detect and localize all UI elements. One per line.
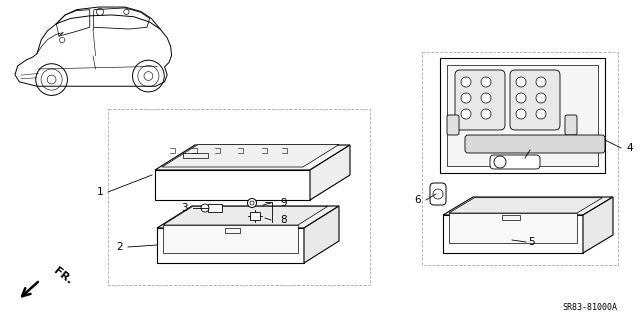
Circle shape	[481, 93, 491, 103]
Circle shape	[516, 77, 526, 87]
Polygon shape	[449, 198, 602, 213]
Text: 9: 9	[280, 198, 287, 208]
Polygon shape	[162, 145, 339, 167]
Polygon shape	[163, 206, 328, 225]
Circle shape	[481, 77, 491, 87]
Circle shape	[494, 156, 506, 168]
FancyBboxPatch shape	[510, 70, 560, 130]
Circle shape	[201, 204, 209, 212]
Circle shape	[481, 109, 491, 119]
Text: 5: 5	[528, 237, 534, 247]
Circle shape	[97, 8, 104, 15]
Circle shape	[461, 109, 471, 119]
Text: 6: 6	[414, 195, 421, 205]
Polygon shape	[310, 145, 350, 200]
Polygon shape	[443, 215, 583, 253]
Circle shape	[461, 93, 471, 103]
Polygon shape	[163, 225, 298, 253]
Circle shape	[124, 9, 129, 14]
Text: 4: 4	[626, 143, 632, 153]
FancyBboxPatch shape	[447, 115, 459, 135]
Text: 7: 7	[530, 142, 536, 152]
Polygon shape	[155, 145, 350, 170]
Circle shape	[536, 93, 546, 103]
FancyBboxPatch shape	[447, 65, 598, 166]
Polygon shape	[157, 228, 304, 263]
Polygon shape	[155, 170, 310, 200]
FancyBboxPatch shape	[430, 183, 446, 205]
Polygon shape	[583, 197, 613, 253]
Text: SR83-81000A: SR83-81000A	[562, 303, 617, 312]
Text: 1: 1	[97, 187, 103, 197]
Polygon shape	[208, 204, 222, 212]
Text: 8: 8	[280, 215, 287, 225]
Circle shape	[248, 198, 257, 207]
Circle shape	[516, 109, 526, 119]
FancyBboxPatch shape	[250, 212, 260, 220]
Polygon shape	[443, 197, 613, 215]
FancyBboxPatch shape	[465, 135, 605, 153]
Circle shape	[536, 77, 546, 87]
Polygon shape	[304, 206, 339, 263]
Text: 2: 2	[116, 242, 123, 252]
Circle shape	[536, 109, 546, 119]
Circle shape	[516, 93, 526, 103]
Text: FR.: FR.	[52, 266, 74, 286]
Text: 3: 3	[181, 203, 188, 213]
Polygon shape	[157, 206, 339, 228]
Circle shape	[461, 77, 471, 87]
Polygon shape	[449, 213, 577, 243]
FancyBboxPatch shape	[440, 58, 605, 173]
FancyBboxPatch shape	[565, 115, 577, 135]
FancyBboxPatch shape	[455, 70, 505, 130]
FancyBboxPatch shape	[490, 155, 540, 169]
